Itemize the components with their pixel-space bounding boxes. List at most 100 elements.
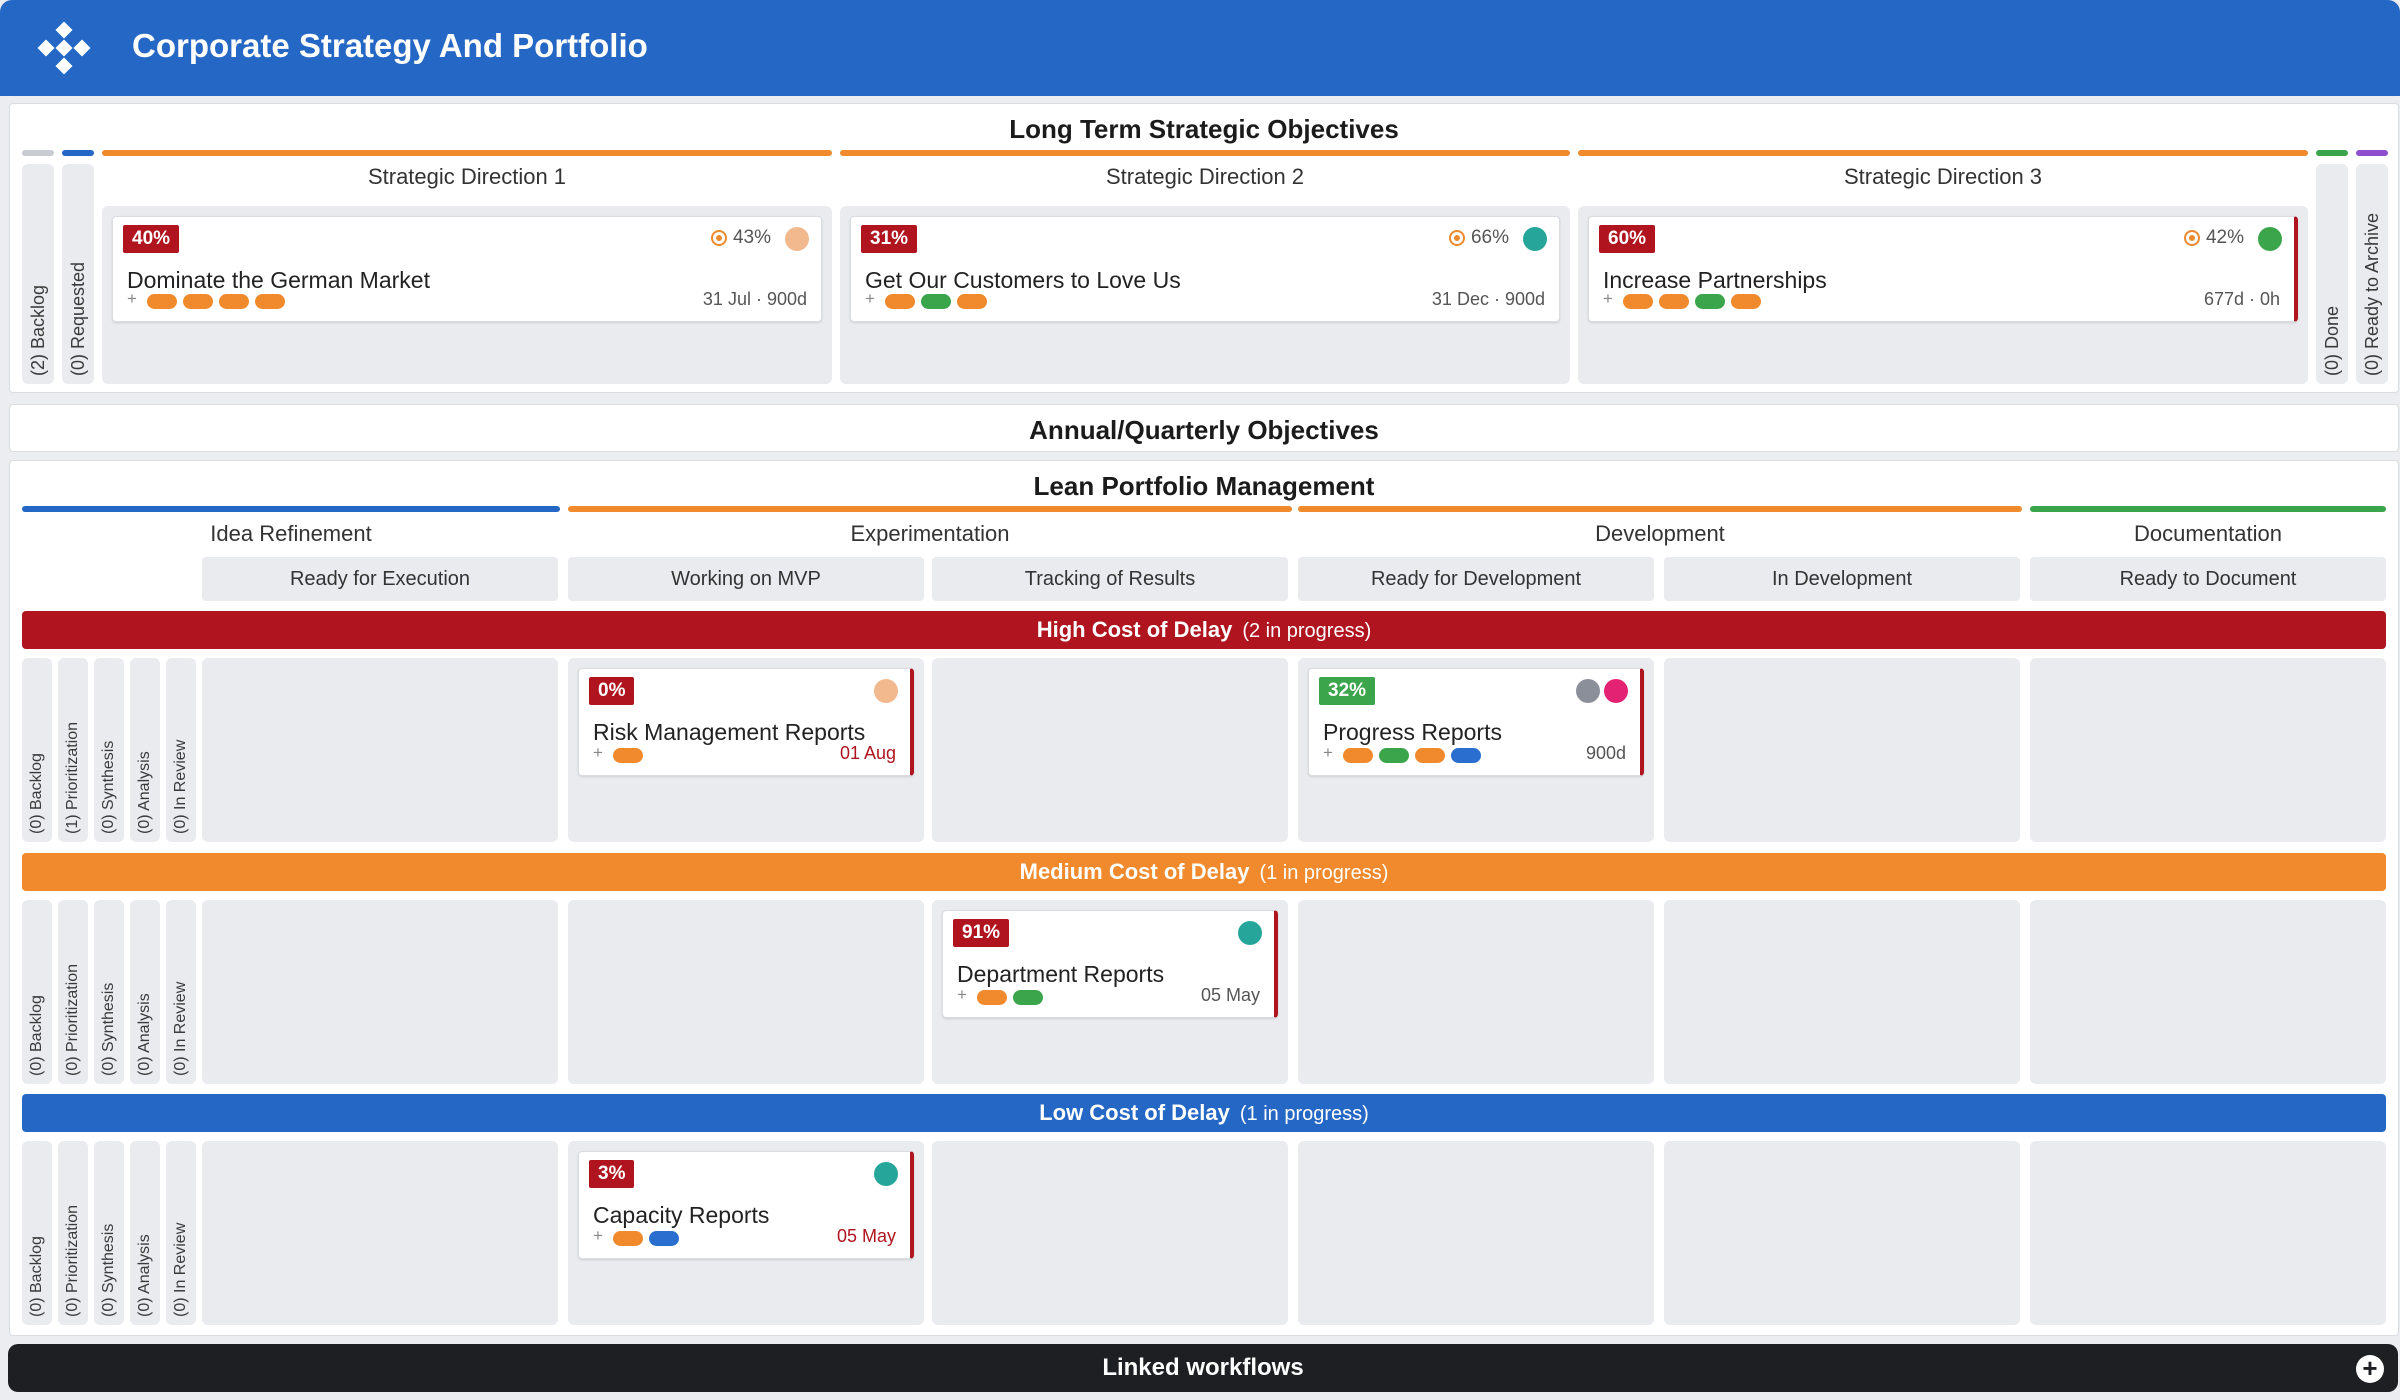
avatar[interactable]	[785, 227, 809, 251]
column-ready-for-execution[interactable]: Ready for Execution	[202, 557, 558, 601]
card-title: Risk Management Reports	[593, 719, 866, 745]
done-bar	[2316, 150, 2348, 156]
avatar[interactable]	[1523, 227, 1547, 251]
stage-analysis[interactable]: (0) Analysis	[130, 658, 160, 842]
card-meta: 31 Dec · 900d	[1431, 289, 1545, 309]
stage-synthesis[interactable]: (0) Synthesis	[94, 1141, 124, 1325]
target-indicator: 66%	[1448, 227, 1509, 249]
lane-low-cost-of-delay[interactable]: Low Cost of Delay (1 in progress)	[22, 1094, 2386, 1132]
app-logo-icon	[37, 21, 91, 75]
add-icon[interactable]: +	[593, 743, 603, 762]
child-pills	[1623, 294, 1761, 309]
group-idea-refinement: Idea Refinement	[210, 521, 372, 546]
direction-1-label: Strategic Direction 1	[367, 164, 567, 189]
stage-in-review[interactable]: (0) In Review	[166, 1141, 196, 1325]
cell	[202, 1141, 558, 1325]
cell	[1664, 900, 2020, 1084]
add-icon[interactable]: +	[1323, 743, 1333, 762]
card-meta: 677d · 0h	[2203, 289, 2280, 309]
cell	[2030, 658, 2386, 842]
cell	[202, 900, 558, 1084]
stage-prioritization[interactable]: (1) Prioritization	[58, 658, 88, 842]
add-icon[interactable]: +	[865, 289, 875, 308]
add-icon[interactable]: +	[593, 1226, 603, 1245]
group-documentation: Documentation	[2134, 521, 2282, 546]
column-working-on-mvp[interactable]: Working on MVP	[568, 557, 924, 601]
card-title: Capacity Reports	[593, 1202, 770, 1228]
progress-badge: 91%	[953, 919, 1010, 947]
child-pills	[147, 294, 285, 309]
progress-badge: 3%	[589, 1160, 635, 1188]
target-indicator: 42%	[2183, 227, 2244, 249]
capacity-reports-card[interactable]: 3% Capacity Reports + 05 May	[578, 1151, 914, 1259]
card-title: Dominate the German Market	[127, 267, 430, 293]
column-tracking-of-results[interactable]: Tracking of Results	[932, 557, 1288, 601]
progress-badge: 31%	[861, 225, 918, 253]
ready-to-archive-column[interactable]: (0) Ready to Archive	[2356, 164, 2388, 384]
column-ready-for-development[interactable]: Ready for Development	[1298, 557, 1654, 601]
avatar[interactable]	[1238, 921, 1262, 945]
avatar[interactable]	[874, 1162, 898, 1186]
target-icon	[710, 230, 727, 246]
objective-card[interactable]: 40% 43% Dominate the German Market + 31 …	[112, 216, 822, 322]
objective-card[interactable]: 31% 66% Get Our Customers to Love Us + 3…	[850, 216, 1560, 322]
app-title: Corporate Strategy And Portfolio	[132, 27, 648, 64]
objective-card[interactable]: 60% 42% Increase Partnerships + 677d · 0…	[1588, 216, 2298, 322]
avatar[interactable]	[2258, 227, 2282, 251]
risk-management-card[interactable]: 0% Risk Management Reports + 01 Aug	[578, 668, 914, 776]
avatar[interactable]	[874, 679, 898, 703]
experimentation-bar	[568, 506, 1292, 512]
stage-synthesis[interactable]: (0) Synthesis	[94, 658, 124, 842]
group-development: Development	[1595, 521, 1725, 546]
done-column[interactable]: (0) Done	[2316, 164, 2348, 384]
development-bar	[1298, 506, 2022, 512]
progress-reports-card[interactable]: 32% Progress Reports + 900d	[1308, 668, 1644, 776]
group-experimentation: Experimentation	[850, 521, 1010, 546]
progress-badge: 40%	[123, 225, 180, 253]
child-pills	[1343, 748, 1481, 763]
target-icon	[1448, 230, 1465, 246]
department-reports-card[interactable]: 91% Department Reports + 05 May	[942, 910, 1278, 1018]
column-ready-to-document[interactable]: Ready to Document	[2030, 557, 2386, 601]
add-icon[interactable]: +	[957, 985, 967, 1004]
child-pills	[885, 294, 987, 309]
lane-medium-cost-of-delay[interactable]: Medium Cost of Delay (1 in progress)	[22, 853, 2386, 891]
cell	[2030, 900, 2386, 1084]
column-in-development[interactable]: In Development	[1664, 557, 2020, 601]
stage-synthesis[interactable]: (0) Synthesis	[94, 900, 124, 1084]
avatar[interactable]	[1576, 679, 1600, 703]
add-icon[interactable]: +	[127, 289, 137, 308]
add-icon[interactable]: +	[1603, 289, 1613, 308]
stage-backlog[interactable]: (0) Backlog	[22, 900, 52, 1084]
stage-in-review[interactable]: (0) In Review	[166, 900, 196, 1084]
direction-2-bar	[840, 150, 1570, 156]
requested-column[interactable]: (0) Requested	[62, 164, 94, 384]
direction-2-label: Strategic Direction 2	[1105, 164, 1305, 189]
progress-badge: 32%	[1319, 677, 1376, 705]
add-workflow-icon[interactable]: +	[2356, 1355, 2384, 1383]
linked-workflows-label: Linked workflows	[1102, 1354, 1304, 1381]
direction-3-bar	[1578, 150, 2308, 156]
child-pills	[613, 1231, 679, 1246]
backlog-column[interactable]: (2) Backlog	[22, 164, 54, 384]
linked-workflows-bar[interactable]: Linked workflows +	[8, 1344, 2398, 1392]
avatar[interactable]	[1604, 679, 1628, 703]
stage-prioritization[interactable]: (0) Prioritization	[58, 1141, 88, 1325]
progress-badge: 0%	[589, 677, 635, 705]
stage-prioritization[interactable]: (0) Prioritization	[58, 900, 88, 1084]
lane-high-cost-of-delay[interactable]: High Cost of Delay (2 in progress)	[22, 611, 2386, 649]
stage-analysis[interactable]: (0) Analysis	[130, 900, 160, 1084]
card-title: Progress Reports	[1323, 719, 1502, 745]
card-meta: 31 Jul · 900d	[702, 289, 807, 309]
annual-title: Annual/Quarterly Objectives	[1029, 415, 1379, 445]
annual-panel[interactable]: Annual/Quarterly Objectives	[9, 404, 2399, 452]
stage-in-review[interactable]: (0) In Review	[166, 658, 196, 842]
stage-backlog[interactable]: (0) Backlog	[22, 1141, 52, 1325]
direction-1-bar	[102, 150, 832, 156]
cell	[202, 658, 558, 842]
cell	[1664, 1141, 2020, 1325]
stage-analysis[interactable]: (0) Analysis	[130, 1141, 160, 1325]
target-icon	[2183, 230, 2200, 246]
cell	[1664, 658, 2020, 842]
stage-backlog[interactable]: (0) Backlog	[22, 658, 52, 842]
